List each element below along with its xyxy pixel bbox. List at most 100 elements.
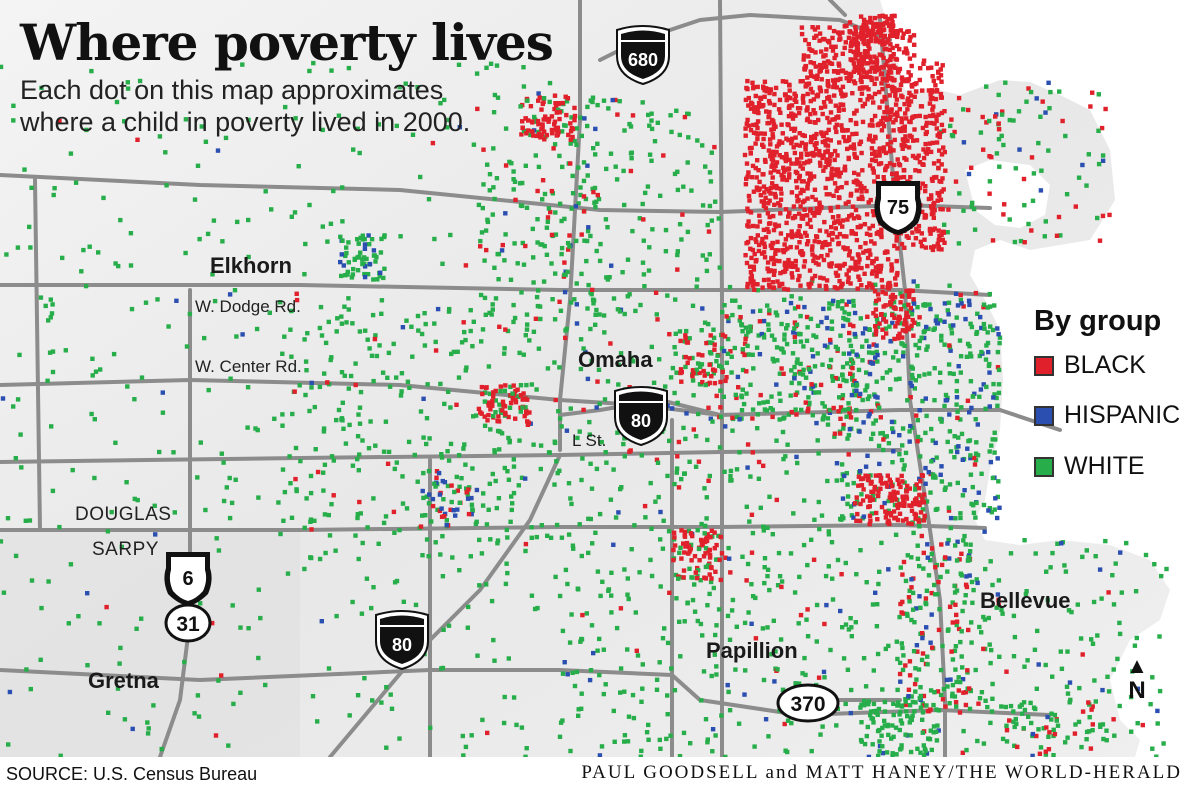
poverty-dot [963, 316, 968, 322]
poverty-dot [834, 461, 840, 466]
poverty-dot [513, 400, 519, 405]
poverty-dot [687, 336, 692, 341]
poverty-dot [751, 122, 756, 128]
poverty-dot [529, 593, 535, 598]
poverty-dot [835, 273, 841, 278]
poverty-dot [557, 299, 562, 304]
poverty-dot [932, 398, 937, 403]
poverty-dot [913, 700, 918, 705]
poverty-dot [791, 204, 797, 209]
poverty-dot [463, 368, 468, 373]
poverty-dot [973, 290, 979, 296]
poverty-dot [895, 176, 900, 182]
poverty-dot [840, 625, 845, 630]
poverty-dot [876, 27, 882, 32]
poverty-dot [909, 585, 914, 590]
poverty-dot [744, 578, 749, 583]
poverty-dot [761, 524, 766, 529]
poverty-dot [438, 381, 443, 387]
poverty-dot [882, 718, 887, 724]
poverty-dot [913, 487, 918, 492]
poverty-dot [889, 736, 894, 741]
poverty-dot [1112, 733, 1117, 738]
poverty-dot [872, 179, 877, 184]
poverty-dot [947, 482, 953, 487]
poverty-dot [784, 470, 789, 475]
poverty-dot [765, 226, 770, 232]
poverty-dot [789, 271, 794, 276]
poverty-dot [228, 376, 233, 381]
poverty-dot [767, 114, 772, 120]
poverty-dot [963, 542, 968, 547]
poverty-dot [683, 354, 688, 360]
poverty-dot [1011, 709, 1016, 714]
poverty-dot [871, 22, 876, 28]
poverty-dot [915, 229, 920, 234]
poverty-dot [567, 640, 573, 645]
poverty-dot [125, 384, 130, 389]
poverty-dot [790, 232, 795, 237]
poverty-dot [926, 736, 931, 741]
poverty-dot [518, 409, 523, 414]
poverty-dot [993, 496, 998, 501]
poverty-dot [772, 91, 777, 97]
poverty-dot [906, 687, 912, 692]
poverty-dot [855, 181, 860, 186]
poverty-dot [878, 40, 883, 45]
poverty-dot [748, 280, 753, 285]
poverty-dot [878, 431, 883, 436]
poverty-dot [710, 419, 715, 424]
poverty-dot [954, 388, 959, 394]
poverty-dot [210, 272, 215, 277]
poverty-dot [426, 197, 432, 202]
poverty-dot [938, 73, 944, 78]
poverty-dot [137, 78, 143, 84]
poverty-dot [808, 176, 814, 181]
poverty-dot [958, 354, 964, 359]
poverty-dot [238, 625, 243, 630]
poverty-dot [903, 702, 908, 708]
poverty-dot [594, 307, 599, 313]
poverty-dot [859, 150, 864, 156]
poverty-dot [1063, 740, 1068, 745]
poverty-dot [915, 649, 920, 654]
poverty-dot [850, 256, 855, 261]
poverty-dot [910, 590, 916, 596]
poverty-dot [1104, 738, 1109, 743]
poverty-dot [899, 743, 904, 748]
poverty-dot [537, 131, 542, 137]
poverty-dot [600, 579, 605, 584]
poverty-dot [536, 164, 542, 170]
poverty-dot [923, 184, 928, 189]
poverty-dot [1084, 729, 1090, 735]
poverty-dot [771, 272, 777, 277]
poverty-dot [597, 636, 602, 642]
poverty-dot [510, 391, 515, 396]
poverty-dot [916, 667, 922, 672]
poverty-dot [509, 494, 514, 499]
poverty-dot [159, 746, 164, 752]
poverty-dot [652, 139, 658, 144]
poverty-dot [883, 62, 888, 68]
poverty-dot [867, 69, 873, 74]
poverty-dot [782, 242, 787, 247]
poverty-dot [773, 251, 778, 256]
poverty-dot [851, 382, 856, 388]
poverty-dot [668, 733, 673, 738]
poverty-dot [965, 668, 970, 673]
poverty-dot [70, 467, 75, 473]
poverty-dot [952, 583, 957, 589]
poverty-dot [921, 302, 926, 308]
poverty-dot [899, 641, 904, 646]
poverty-dot [821, 415, 826, 421]
poverty-dot [450, 555, 455, 560]
poverty-dot [622, 202, 627, 208]
poverty-dot [893, 282, 898, 287]
poverty-dot [871, 311, 876, 316]
poverty-dot [950, 600, 955, 605]
poverty-dot [1007, 117, 1012, 123]
poverty-dot [475, 106, 480, 112]
poverty-dot [563, 335, 568, 341]
poverty-dot [947, 701, 952, 706]
poverty-dot [837, 278, 842, 284]
